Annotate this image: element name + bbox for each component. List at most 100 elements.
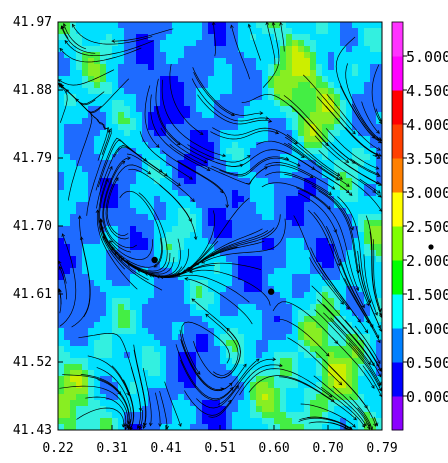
heatmap-cell bbox=[280, 184, 287, 191]
heatmap-cell bbox=[352, 208, 359, 215]
heatmap-cell bbox=[124, 136, 131, 143]
heatmap-cell bbox=[244, 388, 251, 395]
heatmap-cell bbox=[328, 388, 335, 395]
heatmap-cell bbox=[226, 76, 233, 83]
heatmap-cell bbox=[172, 58, 179, 65]
streamline bbox=[261, 182, 331, 210]
streamline bbox=[161, 79, 226, 157]
heatmap-cell bbox=[310, 244, 317, 251]
streamline bbox=[359, 178, 381, 194]
heatmap-cell bbox=[100, 160, 107, 167]
heatmap-cell bbox=[214, 202, 221, 209]
heatmap-cell bbox=[202, 262, 209, 269]
heatmap-cell bbox=[334, 76, 341, 83]
heatmap-cell bbox=[256, 418, 263, 425]
heatmap-cell bbox=[166, 184, 173, 191]
heatmap-cell bbox=[226, 298, 233, 305]
streamline bbox=[113, 146, 181, 186]
heatmap-cell bbox=[202, 370, 209, 377]
heatmap-cell bbox=[178, 250, 185, 257]
heatmap-cell bbox=[358, 346, 365, 353]
heatmap-cell bbox=[274, 364, 281, 371]
heatmap-cell bbox=[286, 22, 293, 29]
heatmap-cell bbox=[298, 82, 305, 89]
heatmap-cell bbox=[76, 370, 83, 377]
heatmap-cell bbox=[202, 388, 209, 395]
heatmap-cell bbox=[208, 136, 215, 143]
heatmap-cell bbox=[82, 196, 89, 203]
heatmap-cell bbox=[310, 358, 317, 365]
heatmap-cell bbox=[136, 52, 143, 59]
heatmap-cell bbox=[70, 70, 77, 77]
streamline bbox=[205, 313, 239, 376]
heatmap-cell bbox=[106, 40, 113, 47]
heatmap-cell bbox=[328, 118, 335, 125]
heatmap-cell bbox=[112, 412, 119, 419]
heatmap-cell bbox=[208, 202, 215, 209]
heatmap-cell bbox=[94, 154, 101, 161]
heatmap-cell bbox=[316, 112, 323, 119]
heatmap-cell bbox=[286, 328, 293, 335]
heatmap-cell bbox=[88, 268, 95, 275]
heatmap-cell bbox=[208, 388, 215, 395]
heatmap-cell bbox=[340, 34, 347, 41]
heatmap-cell bbox=[256, 244, 263, 251]
heatmap-cell bbox=[202, 112, 209, 119]
heatmap-cell bbox=[148, 376, 155, 383]
heatmap-cell bbox=[322, 322, 329, 329]
heatmap-cell bbox=[58, 394, 65, 401]
heatmap-cell bbox=[154, 100, 161, 107]
heatmap-cell bbox=[250, 190, 257, 197]
heatmap-cell bbox=[88, 142, 95, 149]
heatmap-cell bbox=[178, 136, 185, 143]
heatmap-cell bbox=[244, 364, 251, 371]
heatmap-cell bbox=[370, 196, 377, 203]
heatmap-cell bbox=[310, 190, 317, 197]
heatmap-cell bbox=[166, 316, 173, 323]
heatmap-cell bbox=[124, 370, 131, 377]
heatmap-cell bbox=[148, 196, 155, 203]
heatmap-cell bbox=[202, 142, 209, 149]
streamline-arrowhead bbox=[337, 262, 341, 267]
heatmap-cell bbox=[364, 130, 371, 137]
heatmap-cell bbox=[250, 88, 257, 95]
heatmap-cell bbox=[88, 88, 95, 95]
heatmap-cell bbox=[136, 136, 143, 143]
heatmap-cell bbox=[346, 76, 353, 83]
heatmap-cell bbox=[364, 70, 371, 77]
heatmap-cell bbox=[208, 346, 215, 353]
heatmap-cell bbox=[232, 394, 239, 401]
streamline bbox=[159, 391, 168, 429]
heatmap-cell bbox=[88, 412, 95, 419]
heatmap-cell bbox=[136, 328, 143, 335]
heatmap-cell bbox=[316, 406, 323, 413]
heatmap-cell bbox=[226, 106, 233, 113]
heatmap-cell bbox=[88, 340, 95, 347]
heatmap-cell bbox=[118, 310, 125, 317]
heatmap-cell bbox=[70, 28, 77, 35]
heatmap-cell bbox=[316, 172, 323, 179]
y-tick-label: 41.79 bbox=[13, 151, 52, 166]
heatmap-cell bbox=[304, 322, 311, 329]
heatmap-cell bbox=[118, 202, 125, 209]
heatmap-cell bbox=[130, 28, 137, 35]
streamline bbox=[58, 261, 67, 284]
heatmap-cell bbox=[190, 310, 197, 317]
heatmap-cell bbox=[346, 22, 353, 29]
heatmap-cell bbox=[232, 148, 239, 155]
heatmap-cell bbox=[238, 340, 245, 347]
heatmap-cell bbox=[226, 244, 233, 251]
heatmap-cell bbox=[274, 268, 281, 275]
heatmap-cell bbox=[226, 214, 233, 221]
heatmap-cell bbox=[166, 196, 173, 203]
streamline bbox=[302, 74, 356, 135]
heatmap-cell bbox=[292, 292, 299, 299]
heatmap-cell bbox=[58, 274, 65, 281]
heatmap-cell bbox=[274, 214, 281, 221]
streamline-arrowhead bbox=[189, 265, 194, 270]
heatmap-cell bbox=[304, 178, 311, 185]
heatmap-cell bbox=[292, 262, 299, 269]
streamline bbox=[86, 127, 112, 216]
heatmap-cell bbox=[286, 250, 293, 257]
heatmap-cell bbox=[304, 256, 311, 263]
